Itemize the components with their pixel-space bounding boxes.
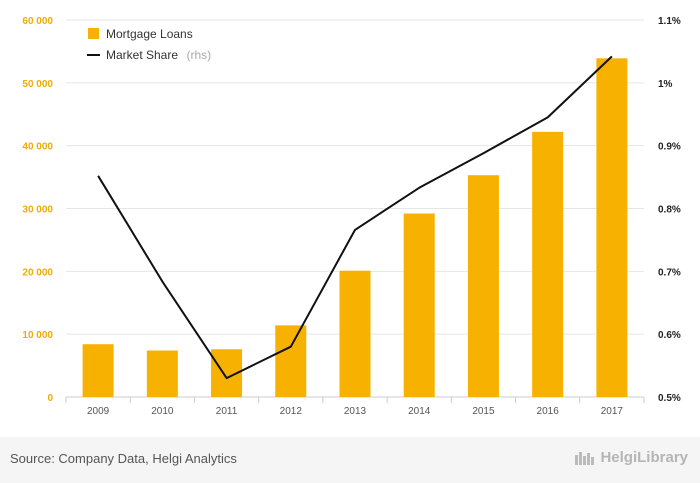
legend-label-market-share-note: (rhs) (186, 48, 211, 62)
legend: Mortgage Loans Market Share (rhs) (87, 27, 211, 63)
bar-2012 (275, 325, 307, 397)
bar-2010 (146, 350, 178, 397)
x-tick-label: 2013 (344, 406, 367, 417)
source-note: Source: Company Data, Helgi Analytics (10, 451, 237, 466)
combo-chart: 0 10 000 20 000 30 000 40 000 50 000 60 000 0.… (22, 16, 681, 417)
left-tick-label: 40 000 (22, 142, 53, 153)
left-tick-label: 60 000 (22, 16, 53, 27)
x-axis-ticks: 2009 2010 2011 2012 2013 2014 2015 2016 2017 (87, 406, 623, 417)
legend-label-mortgage-loans: Mortgage Loans (106, 27, 193, 41)
right-tick-label: 0.6% (658, 330, 681, 341)
bar-2016 (532, 131, 564, 398)
right-axis-ticks: 0.5% 0.6% 0.7% 0.8% 0.9% 1% 1.1% (658, 16, 681, 404)
bar-2017 (596, 58, 628, 397)
x-tick-label: 2017 (601, 406, 624, 417)
library-icon (575, 451, 595, 465)
left-tick-label: 30 000 (22, 205, 53, 216)
legend-label-market-share: Market Share (rhs) (106, 46, 211, 63)
right-tick-label: 0.8% (658, 205, 681, 216)
x-tick-label: 2011 (216, 406, 238, 417)
x-tick-label: 2015 (472, 406, 495, 417)
brand-name: HelgiLibrary (600, 449, 688, 466)
bar-2013 (339, 270, 371, 397)
legend-label-market-share-name: Market Share (106, 48, 178, 62)
x-tick-label: 2016 (537, 406, 560, 417)
gridlines (65, 19, 645, 403)
legend-swatch-mortgage-loans (88, 28, 99, 39)
left-tick-label: 0 (47, 393, 53, 404)
x-tick-label: 2014 (408, 406, 431, 417)
line-series (97, 55, 613, 380)
right-tick-label: 1.1% (658, 16, 681, 27)
right-tick-label: 0.7% (658, 267, 681, 278)
bar-2009 (82, 344, 114, 397)
x-tick-label: 2012 (280, 406, 303, 417)
bar-2015 (467, 175, 499, 397)
right-tick-label: 0.9% (658, 142, 681, 153)
right-tick-label: 1% (658, 79, 673, 90)
left-tick-label: 10 000 (22, 330, 53, 341)
x-tick-label: 2010 (151, 406, 174, 417)
x-tick-label: 2009 (87, 406, 110, 417)
brand-logo: HelgiLibrary (575, 449, 688, 466)
bar-series (82, 58, 628, 398)
left-axis-ticks: 0 10 000 20 000 30 000 40 000 50 000 60 000 (22, 16, 53, 404)
footer: Source: Company Data, Helgi Analytics He… (0, 437, 700, 483)
bar-2014 (403, 213, 435, 397)
right-tick-label: 0.5% (658, 393, 681, 404)
left-tick-label: 50 000 (22, 79, 53, 90)
left-tick-label: 20 000 (22, 267, 53, 278)
